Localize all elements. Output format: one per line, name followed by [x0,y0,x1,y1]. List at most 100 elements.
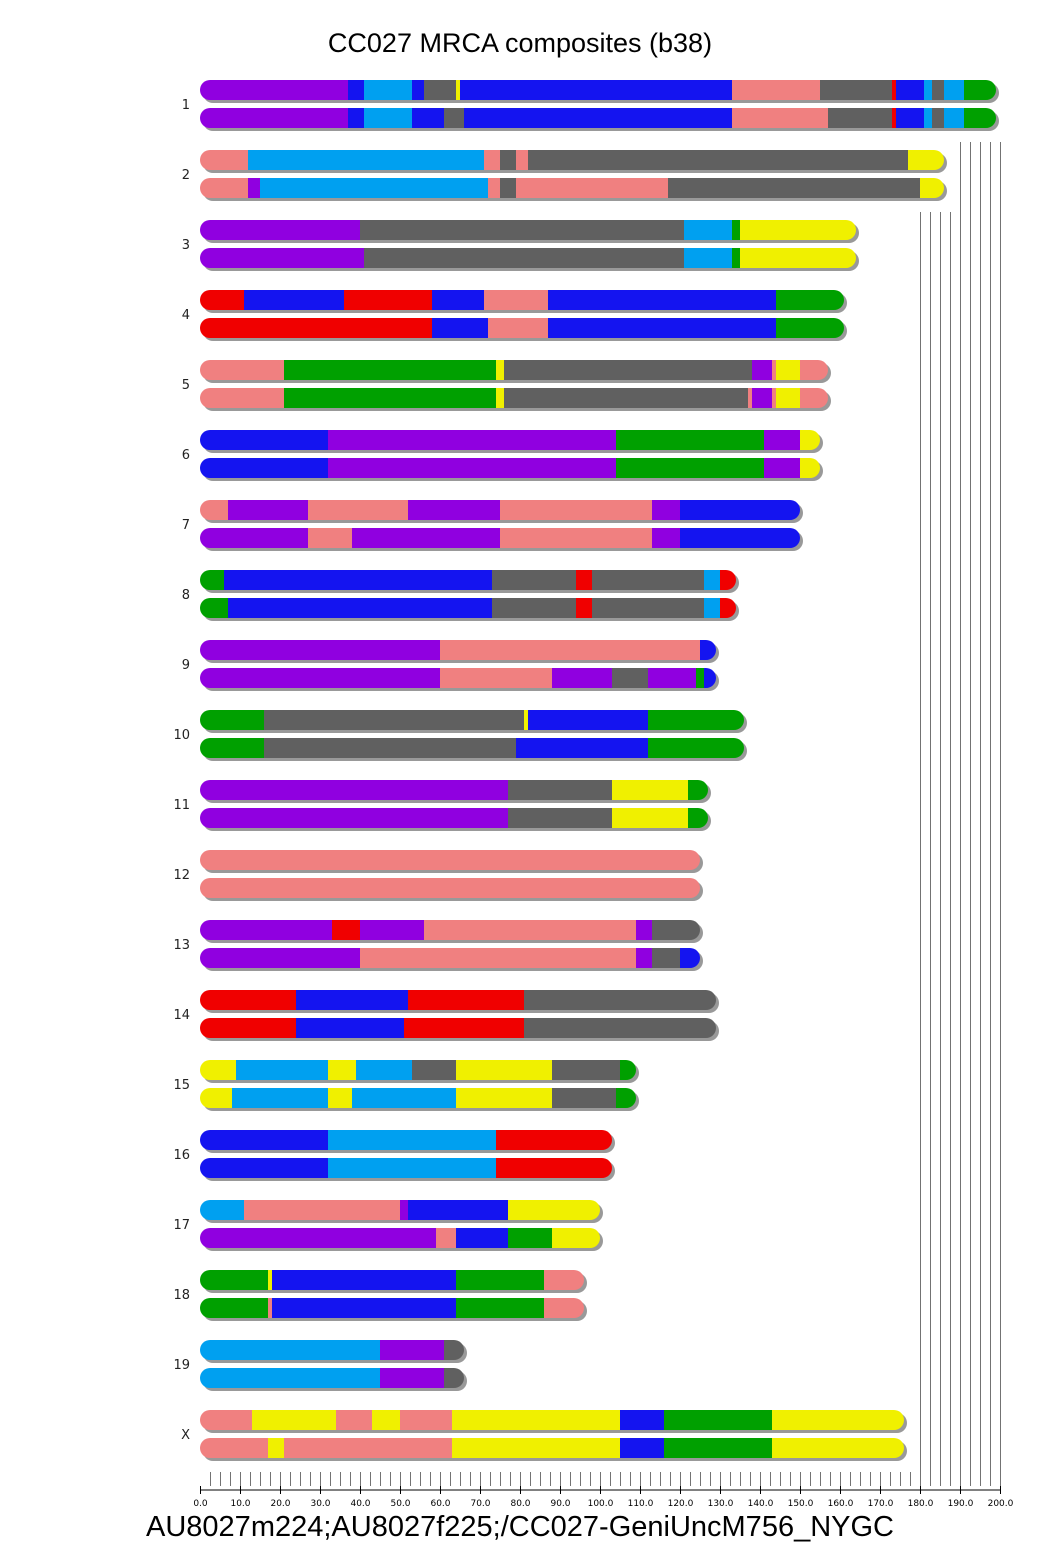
chromosome-label: 13 [173,938,190,953]
segment-green [616,430,765,450]
x-tick-label: 10.0 [230,1499,250,1509]
segment-gray [652,920,700,940]
segment-yellow [772,1410,904,1430]
segment-green [456,1298,545,1318]
segment-purple [400,1200,409,1220]
x-tick-label: 80.0 [510,1499,530,1509]
segment-purple [200,528,309,548]
segment-gray [412,1060,457,1080]
chromosome-label: 1 [182,98,190,113]
segment-lightblue [232,1088,329,1108]
segment-green [200,710,265,730]
chromosome-label: 11 [173,798,190,813]
segment-salmon [516,178,669,198]
chromosome-label: 16 [173,1148,190,1163]
chromosome-17: 17 [173,1200,603,1251]
segment-blue [704,668,716,688]
x-tick-label: 180.0 [908,1499,934,1509]
segment-green [508,1228,553,1248]
segment-green [620,1060,636,1080]
segment-gray [592,570,705,590]
segment-yellow [456,1088,553,1108]
chart-caption: AU8027m224;AU8027f225;/CC027-GeniUncM756… [146,1511,894,1543]
segment-purple [764,458,801,478]
segment-yellow [372,1410,401,1430]
segment-yellow [740,248,856,268]
chromosome-11: 11 [173,780,711,831]
segment-salmon [200,150,249,170]
segment-lightblue [260,178,489,198]
segment-yellow [268,1270,273,1290]
segment-salmon [200,360,285,380]
segment-gray [528,150,909,170]
segment-green [732,220,741,240]
segment-salmon [544,1298,584,1318]
segment-purple [380,1340,445,1360]
haplotype-2 [200,948,700,968]
segment-salmon [772,388,777,408]
haplotype-1 [200,1270,584,1290]
segment-purple [228,500,309,520]
x-tick-label: 120.0 [668,1499,694,1509]
segment-purple [752,388,773,408]
segment-purple [328,430,617,450]
segment-blue [464,108,733,128]
segment-salmon [400,1410,453,1430]
segment-gray [652,948,681,968]
chromosome-label: 2 [182,168,190,183]
segment-blue [896,80,925,100]
segment-yellow [200,1088,233,1108]
segment-lightblue [704,598,721,618]
segment-red [344,290,433,310]
haplotype-1 [200,430,820,450]
segment-blue [528,710,649,730]
chromosome-5: 5 [182,360,831,411]
chromosome-3: 3 [182,220,859,271]
chromosome-label: 6 [182,448,190,463]
haplotype-2 [200,1228,600,1248]
chromosome-9: 9 [182,640,719,691]
segment-lightblue [924,80,933,100]
segment-red [720,598,736,618]
segment-salmon [732,108,829,128]
segment-blue [412,108,445,128]
segment-blue [296,1018,405,1038]
segment-green [200,598,229,618]
segment-yellow [612,808,689,828]
segment-blue [348,80,365,100]
segment-yellow [800,430,820,450]
segment-salmon [800,388,828,408]
segment-green [664,1438,773,1458]
segment-gray [500,150,517,170]
chromosome-18: 18 [173,1270,587,1321]
segment-blue [896,108,925,128]
segment-green [616,1088,636,1108]
segment-salmon [200,500,229,520]
segment-salmon [544,1270,584,1290]
haplotype-1 [200,1340,464,1360]
haplotype-2 [200,108,996,128]
segment-salmon [436,1228,457,1248]
haplotype-1 [200,570,736,590]
segment-lightblue [236,1060,329,1080]
segment-salmon [484,150,501,170]
haplotype-1 [200,80,996,100]
segment-green [696,668,705,688]
haplotype-1 [200,360,828,380]
grid-lines [210,142,1001,1486]
haplotype-2 [200,1438,904,1458]
x-tick-label: 200.0 [988,1499,1014,1509]
segment-purple [200,80,349,100]
segment-red [720,570,736,590]
chromosome-X: X [181,1410,907,1461]
segment-red [892,108,897,128]
segment-gray [500,178,517,198]
x-tick-label: 30.0 [310,1499,330,1509]
segment-red [576,570,593,590]
segment-green [200,1270,269,1290]
segment-green [964,108,996,128]
segment-salmon [488,318,549,338]
haplotype-2 [200,1368,464,1388]
haplotype-1 [200,710,744,730]
segment-red [200,1018,297,1038]
